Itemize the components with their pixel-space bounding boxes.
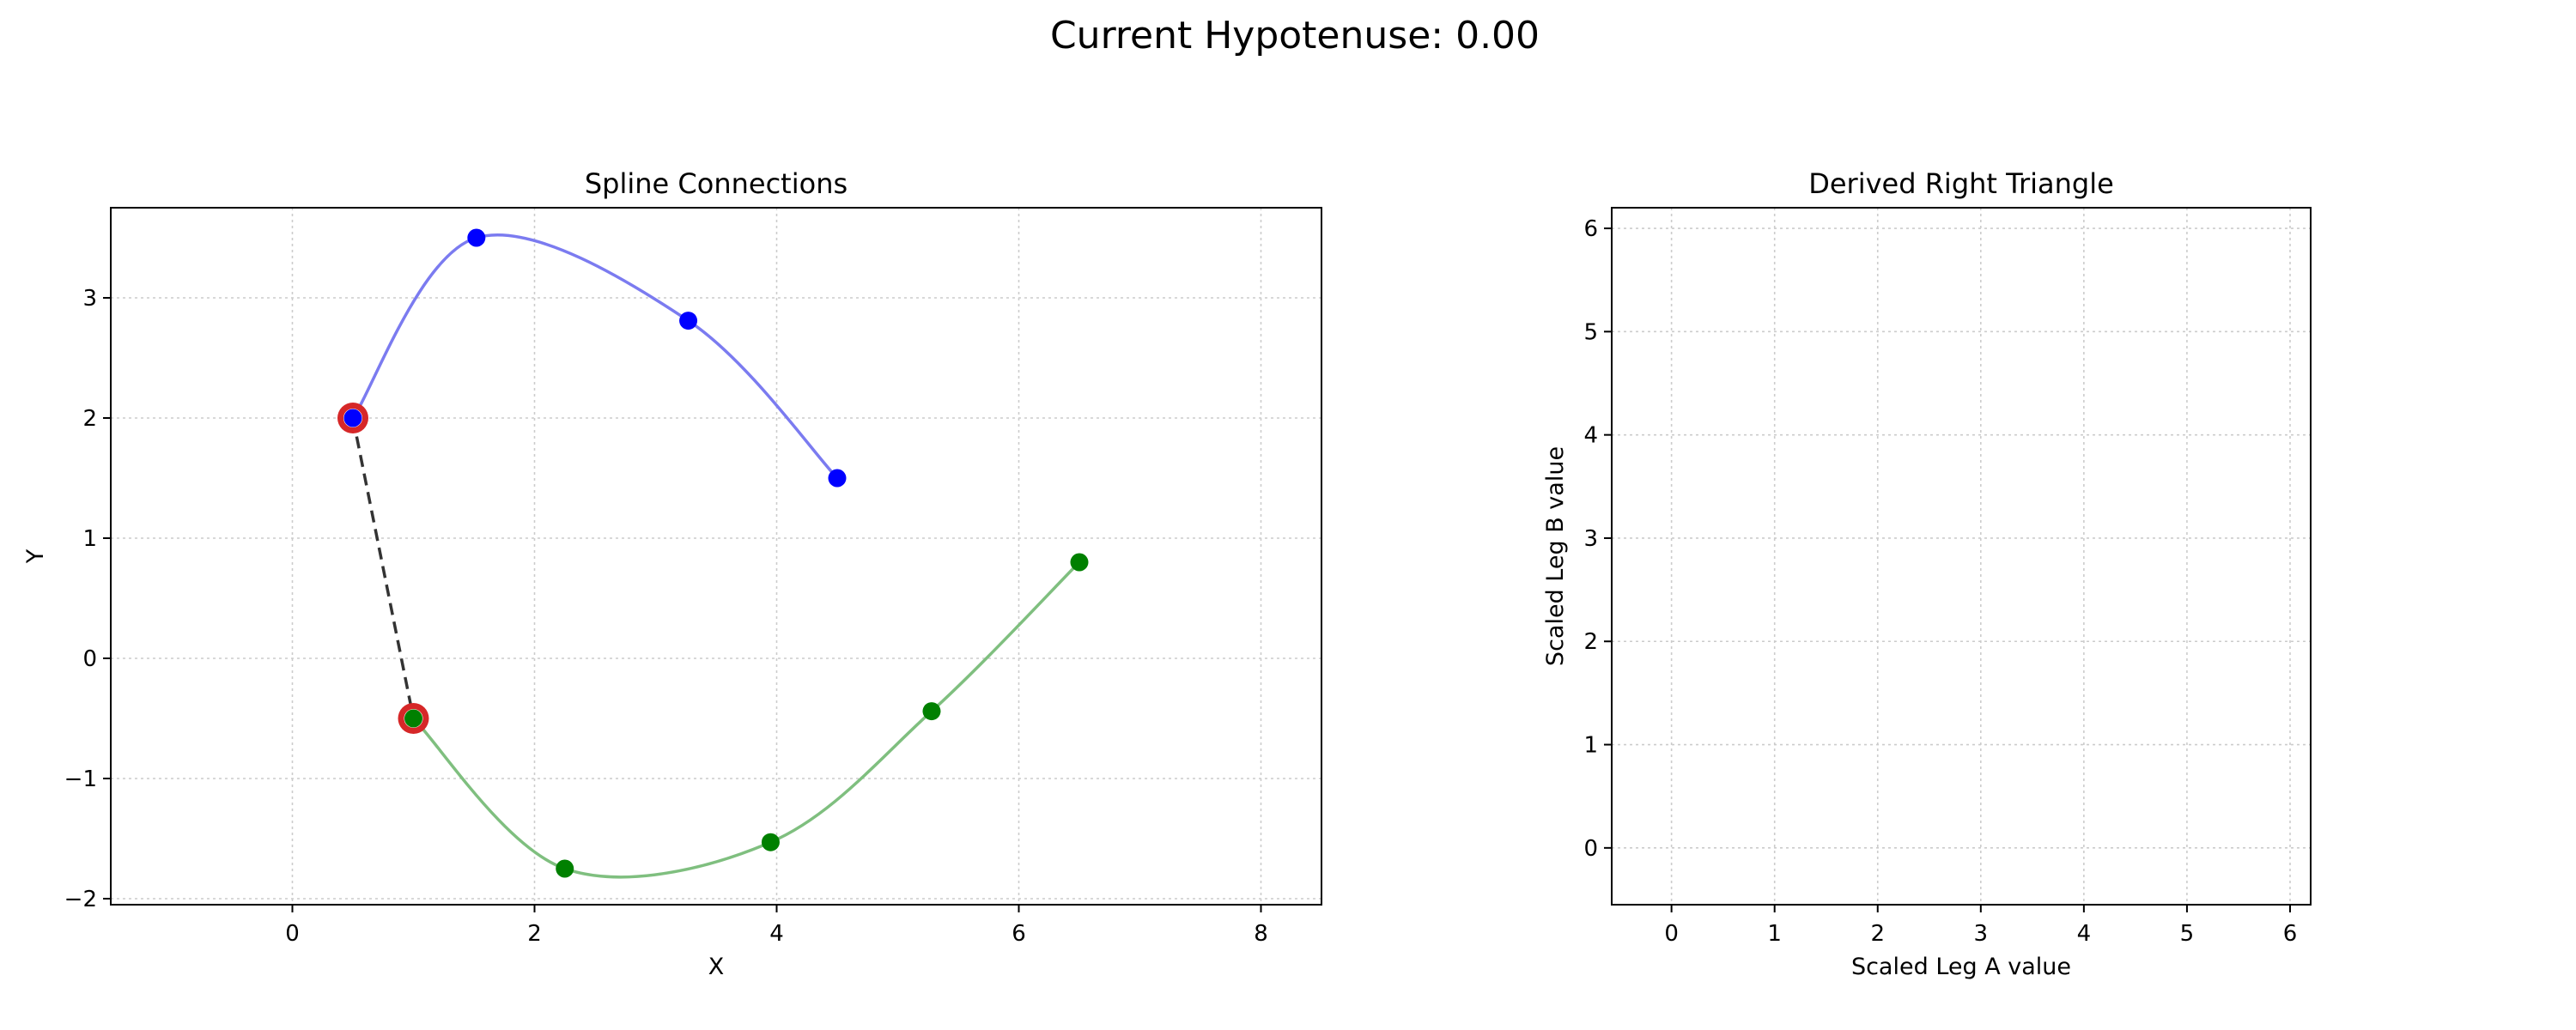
panel2-xtick-label: 1 xyxy=(1767,921,1782,947)
panel1-control-point[interactable] xyxy=(404,709,422,728)
panel1-xlabel: X xyxy=(708,954,725,980)
figure-suptitle: Current Hypotenuse: 0.00 xyxy=(1050,14,1540,58)
panel2-ytick-label: 2 xyxy=(1583,629,1598,655)
panel1-control-point[interactable] xyxy=(761,833,780,851)
panel1-control-point[interactable] xyxy=(679,312,698,330)
panel1-ytick-label: −2 xyxy=(64,887,97,912)
panel1-control-point[interactable] xyxy=(828,469,847,488)
panel1-xtick-label: 6 xyxy=(1012,921,1026,947)
panel2-grid xyxy=(1612,208,2311,905)
panel2-ytick-label: 6 xyxy=(1583,216,1598,242)
panel1-ylabel: Y xyxy=(22,548,49,564)
panel1-connector-line xyxy=(351,417,416,719)
panel1-xtick-label: 4 xyxy=(769,921,784,947)
panel2-xtick-label: 2 xyxy=(1870,921,1885,947)
panel2-ylabel: Scaled Leg B value xyxy=(1542,446,1569,666)
panel1-ytick-label: 3 xyxy=(82,286,97,312)
panel1-control-point[interactable] xyxy=(1070,553,1089,572)
panel2-ytick-label: 0 xyxy=(1583,836,1598,862)
panel2-xtick-label: 0 xyxy=(1664,921,1679,947)
panel1-spline-curve xyxy=(351,233,839,480)
panel2-xtick-label: 6 xyxy=(2283,921,2298,947)
panel2-frame xyxy=(1611,207,2312,906)
panel1-ytick-label: 0 xyxy=(82,646,97,672)
panel2-ytick-label: 4 xyxy=(1583,423,1598,449)
panel2-ytick-label: 3 xyxy=(1583,526,1598,552)
panel1-ytick-label: −1 xyxy=(64,766,97,792)
panel1-ytick-label: 1 xyxy=(82,526,97,552)
panel1-ticks: 0 2 4 6 8 −2 −1 0 1 2 3 xyxy=(64,286,1268,947)
panel1-xtick-label: 8 xyxy=(1254,921,1268,947)
panel1-control-point[interactable] xyxy=(556,859,574,878)
panel2-ytick-label: 1 xyxy=(1583,733,1598,759)
panel1-frame xyxy=(110,207,1322,906)
panel2-xtick-label: 5 xyxy=(2180,921,2195,947)
panel2-xlabel: Scaled Leg A value xyxy=(1851,954,2071,980)
panel2-ticks: 0 1 2 3 4 5 6 0 1 2 3 4 5 6 xyxy=(1583,216,2297,947)
derived-triangle-panel: Derived Right Triangle 0 1 2 3 4 5 6 0 1 2 3 4 5 6 Sc… xyxy=(1542,167,2312,980)
panel1-control-point[interactable] xyxy=(343,409,362,427)
panel2-xtick-label: 4 xyxy=(2077,921,2092,947)
panel2-ytick-label: 5 xyxy=(1583,319,1598,345)
panel1-control-point[interactable] xyxy=(922,702,941,721)
panel1-xtick-label: 2 xyxy=(527,921,542,947)
panel1-spline-curve xyxy=(412,560,1081,879)
panel2-xtick-label: 3 xyxy=(1974,921,1989,947)
panel2-title: Derived Right Triangle xyxy=(1808,167,2114,200)
panel1-title: Spline Connections xyxy=(585,167,848,200)
panel1-control-point[interactable] xyxy=(467,228,486,247)
panel1-plot-area xyxy=(337,228,1089,879)
panel1-grid xyxy=(111,208,1321,905)
panel1-xtick-label: 0 xyxy=(285,921,300,947)
panel1-ytick-label: 2 xyxy=(82,406,97,432)
spline-connections-panel: Spline Connections 0 2 4 6 8 −2 −1 0 1 2 3 X Y xyxy=(22,167,1322,980)
